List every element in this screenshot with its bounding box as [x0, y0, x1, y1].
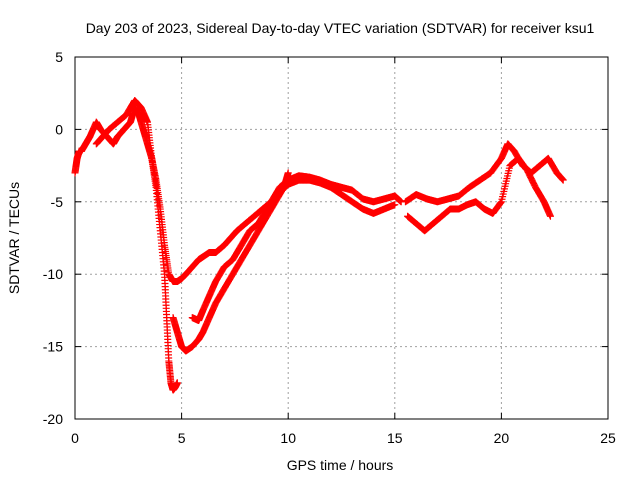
data-point — [173, 379, 181, 387]
plot-frame — [74, 56, 609, 420]
chart-title: Day 203 of 2023, Sidereal Day-to-day VTE… — [86, 20, 595, 36]
data-point — [284, 169, 292, 177]
points-layer — [71, 96, 567, 394]
x-axis-label: GPS time / hours — [287, 457, 394, 473]
data-point — [391, 201, 399, 209]
data-point — [546, 212, 554, 220]
y-tick-label: 0 — [55, 121, 63, 137]
x-tick-label: 10 — [280, 430, 296, 446]
y-tick-label: -15 — [43, 339, 63, 355]
y-axis-label: SDTVAR / TECUs — [6, 182, 22, 294]
x-tick-label: 0 — [71, 430, 79, 446]
data-point — [496, 199, 504, 207]
y-tick-label: 5 — [55, 49, 63, 65]
y-tick-label: -5 — [51, 194, 64, 210]
x-tick-label: 20 — [494, 430, 510, 446]
x-tick-label: 25 — [600, 430, 616, 446]
x-tick-label: 5 — [178, 430, 186, 446]
x-tick-label: 15 — [387, 430, 403, 446]
data-point — [559, 176, 567, 184]
y-tick-label: -10 — [43, 266, 63, 282]
y-tick-label: -20 — [43, 411, 63, 427]
grid-layer — [75, 57, 608, 419]
data-point — [497, 199, 505, 207]
ticks-layer: 0 5 10 15 20 25 -20 -15 -10 -5 0 5 — [43, 49, 616, 446]
